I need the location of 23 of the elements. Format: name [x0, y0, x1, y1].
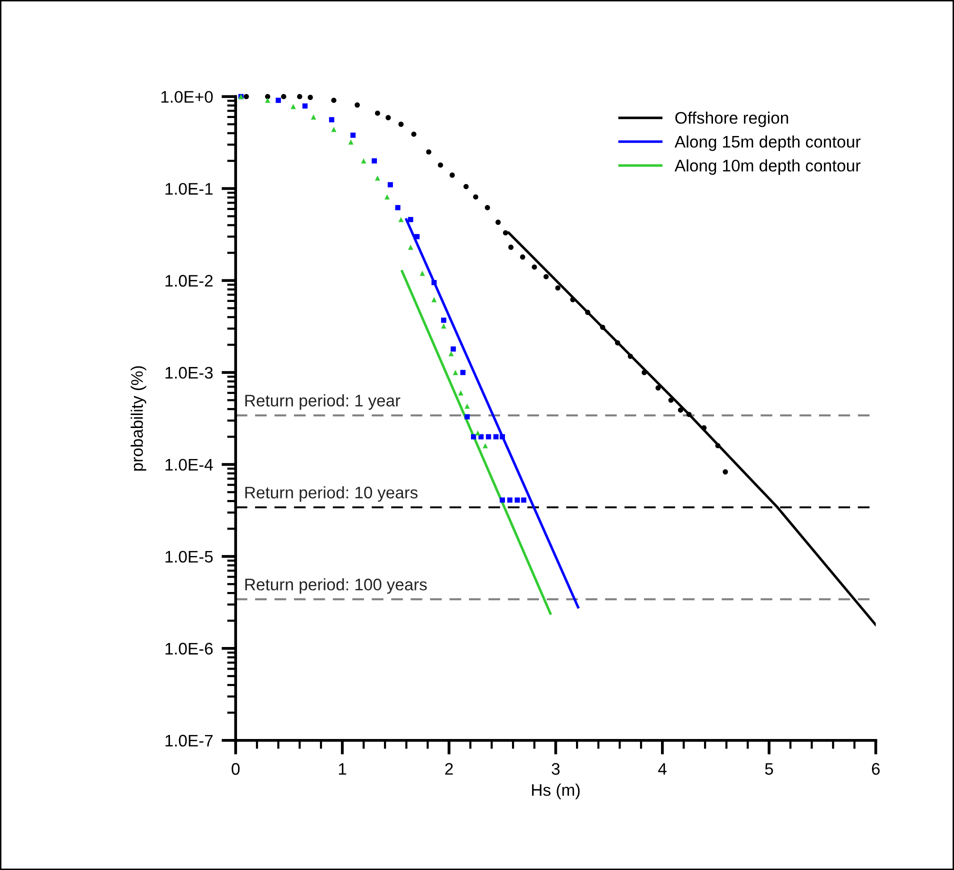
- y-tick-label: 1.0E-3: [166, 366, 213, 379]
- y-tick-label: 1.0E-2: [166, 274, 213, 287]
- y-tick-label: 1.0E+0: [161, 90, 213, 103]
- annotation: Return period: 10 years: [245, 486, 418, 502]
- y-tick-label: 1.0E-5: [166, 550, 213, 563]
- x-tick-label: 0: [232, 763, 240, 775]
- y-tick-label: 1.0E-6: [166, 642, 213, 655]
- annotation: Return period: 100 years: [245, 578, 427, 594]
- x-tick-label: 6: [872, 763, 880, 775]
- y-axis-title: probability (%): [130, 366, 146, 471]
- annotation: Return period: 1 year: [245, 394, 400, 410]
- x-tick-label: 2: [445, 763, 453, 775]
- legend-label: Along 10m depth contour: [674, 159, 861, 175]
- x-tick-label: 4: [658, 763, 667, 775]
- y-tick-label: 1.0E-4: [166, 458, 213, 471]
- x-tick-label: 1: [338, 763, 346, 775]
- y-tick-label: 1.0E-1: [166, 182, 213, 195]
- y-tick-label: 1.0E-7: [166, 734, 213, 747]
- legend-label: Along 15m depth contour: [674, 135, 861, 151]
- legend-label: Offshore region: [675, 112, 788, 128]
- x-tick-label: 3: [552, 763, 560, 775]
- x-tick-label: 5: [765, 763, 774, 775]
- x-axis-title: Hs (m): [532, 784, 580, 800]
